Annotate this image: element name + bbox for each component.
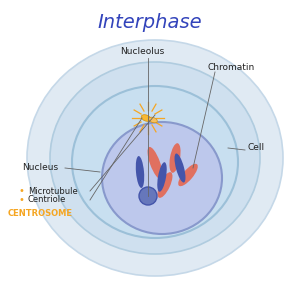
Text: •: • xyxy=(18,195,24,205)
Text: CENTROSOME: CENTROSOME xyxy=(8,208,73,217)
Text: Nucleus: Nucleus xyxy=(22,164,58,172)
Ellipse shape xyxy=(102,122,222,234)
Text: Nucleolus: Nucleolus xyxy=(120,47,164,56)
Ellipse shape xyxy=(149,117,157,123)
Ellipse shape xyxy=(169,143,181,173)
Text: Chromatin: Chromatin xyxy=(208,64,255,73)
Text: Microtubule: Microtubule xyxy=(28,187,78,196)
Ellipse shape xyxy=(27,40,283,276)
Ellipse shape xyxy=(148,147,163,179)
Ellipse shape xyxy=(50,62,260,254)
Text: Interphase: Interphase xyxy=(98,13,202,32)
Ellipse shape xyxy=(175,154,185,182)
Ellipse shape xyxy=(178,164,198,186)
Ellipse shape xyxy=(158,172,172,198)
Ellipse shape xyxy=(141,115,151,121)
Ellipse shape xyxy=(157,162,167,192)
Text: •: • xyxy=(18,186,24,196)
Ellipse shape xyxy=(136,156,144,188)
Circle shape xyxy=(139,187,157,205)
Ellipse shape xyxy=(72,86,238,238)
Text: Cell: Cell xyxy=(247,143,264,152)
Text: Centriole: Centriole xyxy=(28,196,66,205)
